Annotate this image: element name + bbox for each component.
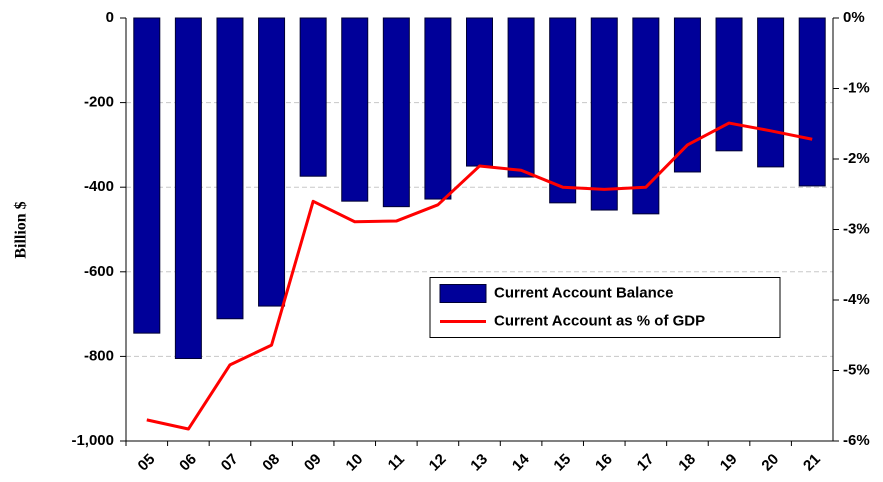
x-tick-label: 12 [426, 451, 450, 475]
bar [590, 17, 618, 211]
bar [507, 17, 535, 178]
y-tick-label: -1,000 [71, 432, 114, 449]
x-tick-label: 09 [301, 451, 325, 475]
x-tick-label: 15 [550, 451, 574, 475]
bar [216, 17, 244, 320]
y2-tick-label: -5% [843, 361, 870, 378]
x-tick-label: 13 [467, 451, 491, 475]
bar [466, 17, 493, 167]
y-tick-label: 0 [106, 9, 114, 26]
bar [673, 17, 701, 173]
bar [757, 17, 785, 168]
legend: Current Account Balance Current Account a… [429, 277, 781, 338]
bar [133, 17, 161, 334]
bar [299, 17, 327, 177]
y-tick-label: -600 [84, 263, 114, 280]
bar [382, 17, 410, 208]
bar [798, 17, 826, 187]
y2-tick-label: -2% [843, 150, 870, 167]
legend-box [429, 277, 781, 338]
x-tick-label: 11 [385, 451, 408, 474]
y-axis-label: Billion $ [13, 201, 30, 258]
x-tick-label: 20 [758, 451, 782, 475]
legend-label: Current Account as % of GDP [494, 312, 705, 329]
y-tick-label: -400 [84, 178, 114, 195]
bar [174, 17, 202, 360]
y2-tick-label: -1% [843, 79, 870, 96]
bar [341, 17, 369, 202]
x-tick-label: 06 [176, 451, 200, 475]
x-tick-label: 16 [592, 451, 616, 475]
bar [632, 17, 660, 215]
bar [549, 17, 577, 204]
y-tick-label: -200 [84, 94, 114, 111]
x-tick-label: 17 [634, 451, 658, 475]
x-tick-label: 10 [343, 451, 367, 475]
x-tick-label: 07 [218, 451, 242, 475]
x-tick-label: 18 [675, 451, 699, 475]
y2-tick-label: -6% [843, 432, 870, 449]
bar [258, 17, 286, 307]
x-tick-label: 19 [717, 451, 741, 475]
x-tick-label: 08 [259, 451, 283, 475]
x-tick-label: 21 [800, 451, 824, 475]
bar [424, 17, 452, 200]
y2-tick-label: -3% [843, 220, 870, 237]
legend-swatch [439, 284, 487, 303]
y2-tick-label: -4% [843, 291, 870, 308]
x-tick-label: 05 [135, 451, 159, 475]
bar [715, 17, 743, 152]
legend-label: Current Account Balance [494, 284, 673, 301]
y2-tick-label: 0% [843, 9, 865, 26]
x-tick-label: 14 [509, 450, 533, 474]
line [146, 121, 813, 431]
y-tick-label: -800 [84, 347, 114, 364]
